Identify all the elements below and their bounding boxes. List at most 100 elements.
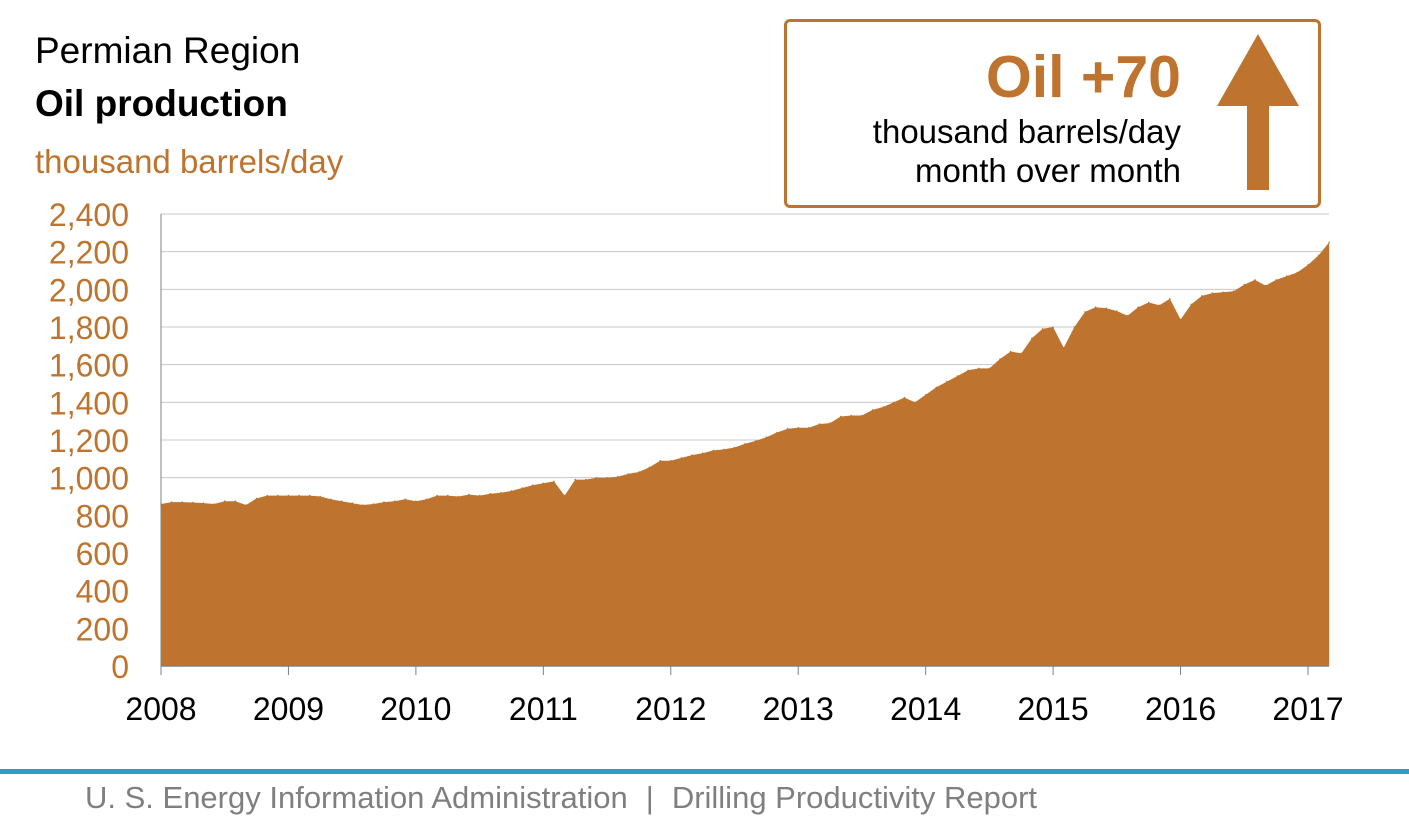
x-tick-label: 2009: [253, 691, 324, 727]
y-tick-label: 2,000: [49, 272, 129, 308]
data-point: [638, 471, 640, 473]
data-point: [542, 482, 545, 485]
data-point: [1116, 310, 1118, 312]
data-point: [1031, 337, 1033, 340]
y-tick-label: 1,800: [49, 310, 129, 346]
data-point: [733, 446, 736, 449]
footer-separator: |: [645, 780, 654, 815]
data-point: [192, 501, 194, 504]
production-area: [161, 242, 1330, 667]
data-point: [797, 427, 799, 429]
callout-unit: thousand barrels/day: [872, 113, 1181, 150]
data-point: [1009, 350, 1012, 353]
data-point: [181, 501, 183, 503]
data-point: [1084, 311, 1086, 313]
data-point: [818, 423, 821, 425]
y-tick-label: 800: [76, 498, 129, 534]
data-point: [701, 452, 704, 455]
data-point: [1105, 307, 1107, 309]
data-point: [489, 492, 492, 495]
data-point: [574, 478, 576, 481]
data-point: [659, 459, 661, 462]
data-point: [1222, 291, 1224, 293]
data-point: [1041, 328, 1044, 330]
data-point: [914, 401, 916, 404]
chart-title: Oil production: [35, 83, 288, 124]
data-point: [468, 493, 470, 496]
data-point: [999, 358, 1001, 360]
data-point: [776, 431, 778, 434]
data-point: [234, 500, 237, 503]
y-tick-label: 600: [76, 536, 129, 572]
data-point: [1137, 306, 1139, 308]
unit-label: thousand barrels/day: [35, 143, 344, 180]
data-point: [415, 500, 417, 503]
data-point: [531, 484, 534, 487]
x-tick-label: 2016: [1145, 691, 1216, 727]
data-point: [1296, 271, 1299, 274]
up-arrow-icon: [1217, 34, 1299, 190]
data-point: [404, 498, 407, 501]
data-point: [786, 427, 789, 430]
data-point: [478, 494, 481, 497]
data-point: [967, 369, 969, 372]
data-point: [510, 490, 513, 492]
x-tick-label: 2017: [1272, 691, 1343, 727]
data-point: [308, 494, 311, 497]
data-point: [383, 501, 385, 503]
y-tick-label: 2,200: [49, 235, 129, 271]
data-point: [457, 495, 460, 498]
data-point: [585, 478, 587, 481]
footer: U. S. Energy Information Administration |…: [85, 780, 1037, 816]
data-point: [1158, 304, 1161, 307]
x-tick-label: 2012: [635, 691, 706, 727]
y-tick-label: 400: [76, 574, 129, 610]
data-point: [340, 500, 343, 503]
data-point: [287, 494, 290, 497]
data-point: [882, 406, 884, 408]
data-point: [988, 367, 991, 370]
data-point: [500, 491, 502, 494]
y-tick-label: 0: [111, 649, 129, 685]
data-point: [1232, 290, 1235, 292]
x-tick-label: 2008: [125, 691, 196, 727]
footer-report: Drilling Productivity Report: [671, 780, 1038, 815]
data-point: [255, 497, 258, 500]
data-point: [1243, 283, 1246, 286]
data-point: [595, 476, 598, 479]
data-point: [1190, 303, 1192, 306]
data-point: [1169, 298, 1171, 300]
data-point: [723, 448, 725, 451]
data-point: [1317, 254, 1320, 257]
data-point: [1179, 318, 1182, 321]
data-point: [839, 415, 842, 418]
data-point: [648, 466, 651, 469]
data-point: [808, 427, 810, 429]
data-point: [425, 498, 428, 501]
data-point: [946, 380, 948, 383]
data-point: [1126, 314, 1129, 317]
data-point: [850, 414, 853, 417]
data-point: [680, 457, 683, 459]
callout-period: month over month: [915, 152, 1181, 189]
oil-production-chart: 02004006008001,0001,2001,4001,6001,8002,…: [49, 197, 1344, 727]
data-point: [871, 409, 874, 411]
y-tick-label: 2,400: [49, 197, 129, 233]
x-tick-label: 2015: [1018, 691, 1089, 727]
region-label: Permian Region: [35, 30, 301, 71]
footer-org: U. S. Energy Information Administration: [85, 780, 628, 815]
data-point: [563, 494, 566, 497]
data-point: [330, 498, 332, 501]
data-point: [245, 504, 247, 506]
data-point: [1020, 352, 1023, 355]
data-point: [956, 375, 959, 377]
data-point: [765, 436, 768, 438]
data-point: [1264, 284, 1267, 287]
data-point: [627, 473, 630, 475]
data-point: [447, 494, 449, 497]
x-tick-label: 2013: [763, 691, 834, 727]
y-tick-label: 1,200: [49, 423, 129, 459]
data-point: [298, 494, 300, 497]
data-point: [1073, 326, 1076, 328]
data-point: [924, 394, 927, 396]
